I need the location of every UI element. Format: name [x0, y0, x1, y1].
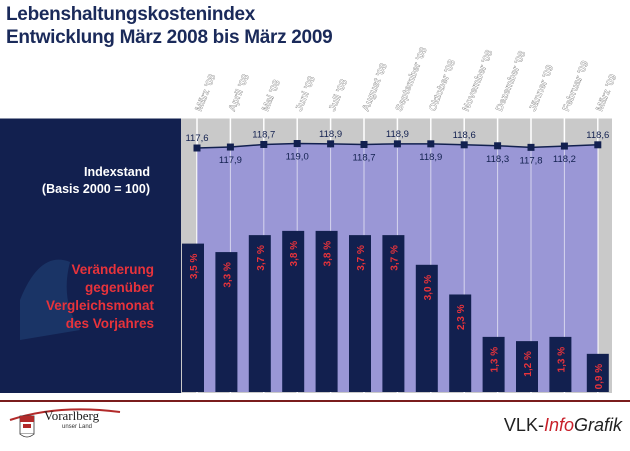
bar-value-label: 3,7 % — [389, 245, 400, 271]
index-marker — [193, 144, 201, 152]
bar-value-label: 3,7 % — [256, 245, 267, 271]
index-value-label: 118,2 — [553, 154, 576, 165]
bar — [215, 252, 238, 392]
index-marker — [594, 141, 602, 149]
index-value-label: 118,9 — [419, 152, 442, 163]
bar — [315, 230, 338, 392]
index-marker — [427, 140, 435, 148]
index-value-label: 117,6 — [185, 133, 208, 144]
legend-change-line: Veränderung — [71, 262, 154, 277]
brand-info: Info — [543, 415, 574, 435]
legend-change-line: gegenüber — [85, 280, 155, 295]
index-value-label: 118,7 — [252, 129, 275, 140]
bar — [549, 336, 572, 392]
index-marker — [360, 140, 368, 148]
chart: 3,5 % 3,3 % 3,7 % 3,8 % 3,8 % 3,7 % 3,7 % 3,0 %… — [0, 45, 620, 393]
index-value-label: 118,7 — [352, 152, 375, 163]
bar — [248, 235, 271, 392]
category-label: Juni '08 — [294, 74, 318, 113]
bar-value-label: 1,3 % — [490, 347, 501, 373]
brand-grafik: Grafik — [573, 415, 622, 435]
chart-subtitle: Entwicklung März 2008 bis März 2009 — [6, 27, 333, 48]
category-label: Februar '09 — [561, 59, 591, 113]
index-value-label: 117,8 — [519, 155, 542, 166]
bar-value-label: 3,7 % — [356, 245, 367, 271]
category-label: Oktober '08 — [427, 58, 458, 113]
index-value-label: 117,9 — [219, 155, 242, 166]
index-value-label: 118,6 — [453, 130, 476, 141]
category-label: Dezember '08 — [494, 49, 528, 113]
legend-change-line: des Vorjahres — [66, 316, 154, 331]
category-label: Jänner '09 — [528, 63, 557, 113]
bar — [182, 243, 204, 392]
index-marker — [226, 143, 234, 151]
index-value-label: 118,9 — [386, 129, 409, 140]
category-label: Mai '08 — [260, 78, 283, 113]
index-marker — [494, 142, 502, 150]
category-label: März '08 — [194, 72, 219, 113]
category-label: Juli '08 — [327, 78, 350, 114]
index-marker — [293, 140, 301, 148]
category-label: März '09 — [594, 72, 619, 113]
chart-title: Lebenshaltungskostenindex — [6, 4, 256, 25]
bar-value-label: 3,5 % — [189, 253, 200, 279]
bar-value-label: 3,8 % — [323, 241, 334, 267]
brand-vlk: VLK- — [503, 415, 544, 435]
bar-value-label: 1,3 % — [556, 347, 567, 373]
panel-decoration — [20, 259, 80, 340]
index-marker — [393, 140, 401, 148]
index-value-label: 119,0 — [286, 152, 309, 163]
bar-value-label: 3,0 % — [423, 275, 434, 301]
category-label: September '08 — [394, 46, 430, 114]
legend-index-basis: (Basis 2000 = 100) — [42, 182, 150, 196]
bar — [349, 235, 371, 392]
logo-text: Vorarlberg — [44, 408, 100, 423]
vorarlberg-logo-icon — [9, 408, 121, 438]
bar-value-label: 1,2 % — [523, 351, 534, 377]
category-label: August '08 — [361, 62, 390, 114]
index-marker — [327, 140, 335, 148]
bar — [449, 294, 472, 392]
index-marker — [460, 141, 468, 149]
bar — [482, 336, 505, 392]
bar-value-label: 2,3 % — [456, 304, 467, 330]
bar — [516, 341, 538, 392]
index-value-label: 118,6 — [586, 130, 609, 141]
index-value-label: 118,3 — [486, 154, 509, 165]
index-marker — [260, 140, 268, 148]
bar — [415, 264, 438, 392]
bar-value-label: 0,9 % — [594, 364, 605, 390]
bar-value-label: 3,3 % — [222, 262, 233, 288]
legend-change-line: Vergleichsmonat — [46, 298, 155, 313]
bar — [382, 235, 405, 392]
bar-value-label: 3,8 % — [289, 241, 300, 267]
index-marker — [527, 143, 535, 151]
index-marker — [560, 142, 568, 150]
bar — [282, 230, 305, 392]
legend-panel — [0, 118, 181, 393]
index-value-label: 118,9 — [319, 129, 342, 140]
category-label: April '08 — [227, 72, 252, 113]
logo-subtext: unser Land — [62, 424, 93, 430]
footer-divider — [0, 400, 630, 402]
category-label: November '08 — [461, 48, 496, 113]
brand-label: VLK-InfoGrafik — [504, 415, 622, 436]
bar — [586, 353, 609, 392]
legend-index-title: Indexstand — [84, 165, 150, 179]
